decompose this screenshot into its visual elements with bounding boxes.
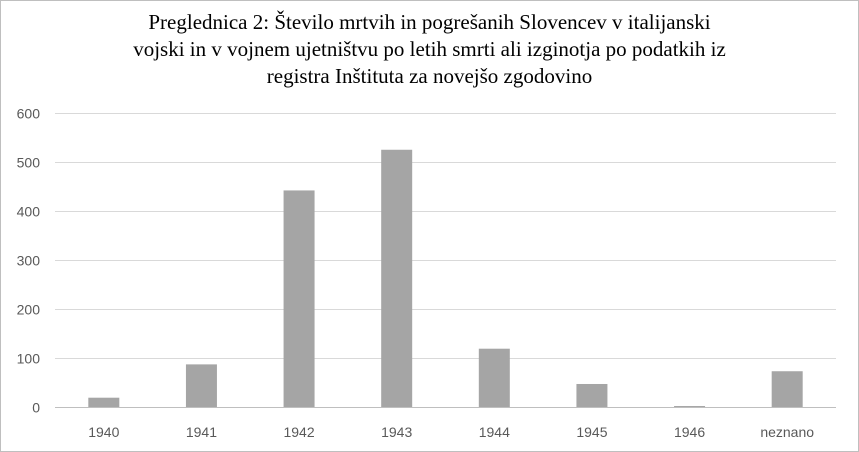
bar-1940 [88, 397, 120, 408]
x-tick-label: 1941 [186, 424, 217, 440]
bar-neznano [771, 371, 803, 408]
y-tick-label: 300 [17, 253, 41, 269]
x-tick-label: 1940 [88, 424, 119, 440]
chart-title-line-3: registra Inštituta za novejšo zgodovino [266, 64, 593, 88]
x-tick-label: 1943 [381, 424, 412, 440]
bar-1944 [478, 348, 510, 408]
bar-1946 [674, 406, 706, 408]
bar-1941 [185, 364, 217, 408]
y-tick-label: 100 [17, 351, 41, 367]
x-tick-label: 1945 [576, 424, 607, 440]
y-tick-label: 500 [17, 155, 41, 171]
gridlines [55, 113, 836, 359]
bars [88, 149, 803, 408]
x-tick-label: 1942 [283, 424, 314, 440]
y-axis-ticks: 0 100 200 300 400 500 600 [17, 106, 41, 416]
chart-title-line-2: vojski in v vojnem ujetništvu po letih s… [133, 37, 726, 61]
y-tick-label: 0 [32, 400, 40, 416]
chart-title: Preglednica 2: Število mrtvih in pogreša… [41, 9, 818, 90]
x-tick-label: 1946 [674, 424, 705, 440]
y-tick-label: 200 [17, 302, 41, 318]
x-tick-label: 1944 [479, 424, 510, 440]
x-axis-ticks: 1940 1941 1942 1943 1944 1945 1946 neznano [88, 424, 814, 440]
bar-1945 [576, 383, 608, 408]
y-tick-label: 600 [17, 106, 41, 122]
chart-title-line-1: Preglednica 2: Število mrtvih in pogreša… [148, 10, 711, 34]
x-tick-label: neznano [760, 424, 814, 440]
bar-1942 [283, 190, 315, 408]
bar-1943 [381, 149, 413, 408]
y-tick-label: 400 [17, 204, 41, 220]
